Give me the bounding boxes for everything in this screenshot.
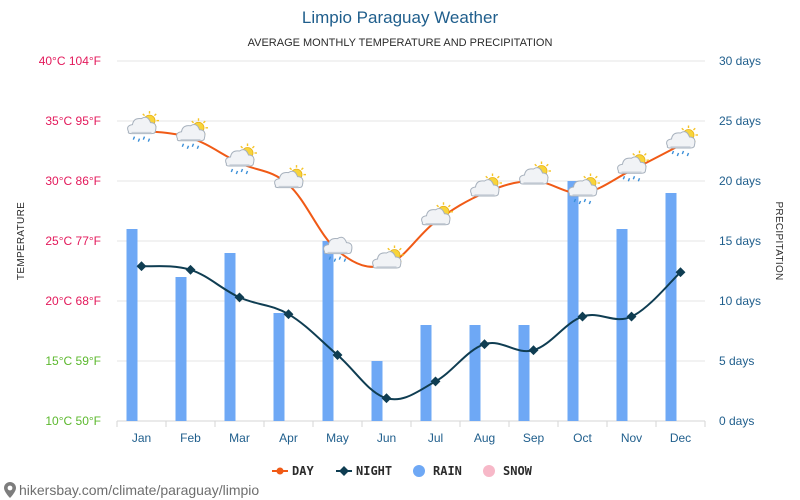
sun-cloud-rain-icon: [666, 125, 698, 157]
sun-cloud-rain-icon: [176, 118, 208, 150]
sun-cloud-icon: [470, 173, 502, 197]
rain-bar: [420, 325, 432, 421]
month-label: May: [326, 431, 349, 445]
precipitation-tick-label: 30 days: [719, 54, 761, 68]
source-footer[interactable]: hikersbay.com/climate/paraguay/limpio: [4, 482, 259, 498]
month-label: Apr: [279, 431, 298, 445]
month-label: Jul: [428, 431, 443, 445]
rain-bar: [175, 277, 187, 421]
legend: DAY NIGHT RAIN SNOW: [272, 464, 533, 478]
month-label: Dec: [670, 431, 691, 445]
night-point: [528, 345, 539, 356]
temperature-axis-label: TEMPERATURE: [16, 202, 27, 280]
temperature-tick-label: 15°C 59°F: [45, 354, 101, 368]
sun-cloud-icon: [274, 165, 306, 189]
rain-bar: [273, 313, 285, 421]
month-label: Oct: [573, 431, 592, 445]
precipitation-axis-label: PRECIPITATION: [773, 201, 784, 280]
sun-cloud-rain-icon: [568, 173, 600, 205]
legend-item-snow: SNOW: [483, 464, 533, 478]
night-point: [332, 350, 343, 360]
month-label: Jun: [377, 431, 396, 445]
legend-label: RAIN: [433, 464, 462, 478]
temperature-tick-label: 40°C 104°F: [39, 54, 101, 68]
precipitation-tick-label: 15 days: [719, 234, 761, 248]
legend-label: NIGHT: [356, 464, 392, 478]
sun-cloud-rain-icon: [127, 111, 159, 142]
rain-bars: [126, 181, 677, 421]
temperature-ticks: 40°C 104°F 35°C 95°F 30°C 86°F 25°C 77°F 20°…: [39, 54, 101, 428]
day-line: [141, 129, 681, 268]
night-point: [479, 339, 490, 350]
sun-cloud-icon: [372, 245, 404, 269]
month-label: Aug: [474, 431, 495, 445]
rain-bar: [322, 241, 334, 421]
night-point: [136, 261, 147, 272]
precipitation-tick-label: 0 days: [719, 414, 754, 428]
temperature-tick-label: 25°C 77°F: [45, 234, 101, 248]
cloud-rain-icon: [323, 236, 353, 262]
night-point: [185, 264, 196, 275]
night-point: [430, 376, 441, 387]
night-point: [577, 311, 588, 322]
sun-cloud-icon: [519, 161, 551, 185]
chart-title: Limpio Paraguay Weather: [302, 8, 499, 27]
temperature-tick-label: 20°C 68°F: [45, 294, 101, 308]
chart-subtitle: AVERAGE MONTHLY TEMPERATURE AND PRECIPIT…: [248, 37, 553, 49]
legend-label: DAY: [292, 464, 314, 478]
legend-item-night: NIGHT: [336, 464, 392, 478]
precipitation-tick-label: 25 days: [719, 114, 761, 128]
location-pin-icon: [4, 482, 16, 498]
precipitation-ticks: 30 days 25 days 20 days 15 days 10 days 5 day…: [719, 54, 761, 428]
night-point: [675, 267, 686, 278]
month-label: Nov: [621, 431, 642, 445]
month-label: Jan: [132, 431, 151, 445]
weather-icons: [127, 111, 698, 269]
night-line: [141, 265, 682, 401]
legend-item-rain: RAIN: [413, 464, 462, 478]
rain-bar: [665, 193, 677, 421]
rain-bar: [126, 229, 138, 421]
rain-bar: [518, 325, 530, 421]
rain-bar: [469, 325, 481, 421]
grid-lines: [116, 60, 706, 427]
sun-cloud-rain-icon: [225, 143, 257, 175]
rain-bar: [567, 181, 579, 421]
rain-bar: [616, 229, 628, 421]
sun-cloud-icon: [421, 202, 453, 226]
temperature-tick-label: 10°C 50°F: [45, 414, 101, 428]
month-label: Sep: [523, 431, 545, 445]
night-point: [283, 309, 294, 320]
month-label: Feb: [180, 431, 201, 445]
month-label: Mar: [229, 431, 250, 445]
source-link[interactable]: hikersbay.com/climate/paraguay/limpio: [19, 482, 259, 498]
rain-bar: [371, 361, 383, 421]
precipitation-tick-label: 20 days: [719, 174, 761, 188]
temperature-lines: [136, 128, 686, 404]
night-point: [234, 292, 245, 303]
precipitation-tick-label: 5 days: [719, 354, 754, 368]
night-point: [381, 393, 392, 404]
precipitation-tick-label: 10 days: [719, 294, 761, 308]
sun-cloud-rain-icon: [617, 150, 649, 182]
legend-label: SNOW: [503, 464, 533, 478]
rain-bar: [224, 253, 236, 421]
temperature-tick-label: 35°C 95°F: [45, 114, 101, 128]
night-point: [626, 311, 637, 322]
legend-item-day: DAY: [272, 464, 314, 478]
temperature-tick-label: 30°C 86°F: [45, 174, 101, 188]
month-ticks: Jan Feb Mar Apr May Jun Jul Aug Sep Oct Nov Dec: [132, 431, 691, 445]
